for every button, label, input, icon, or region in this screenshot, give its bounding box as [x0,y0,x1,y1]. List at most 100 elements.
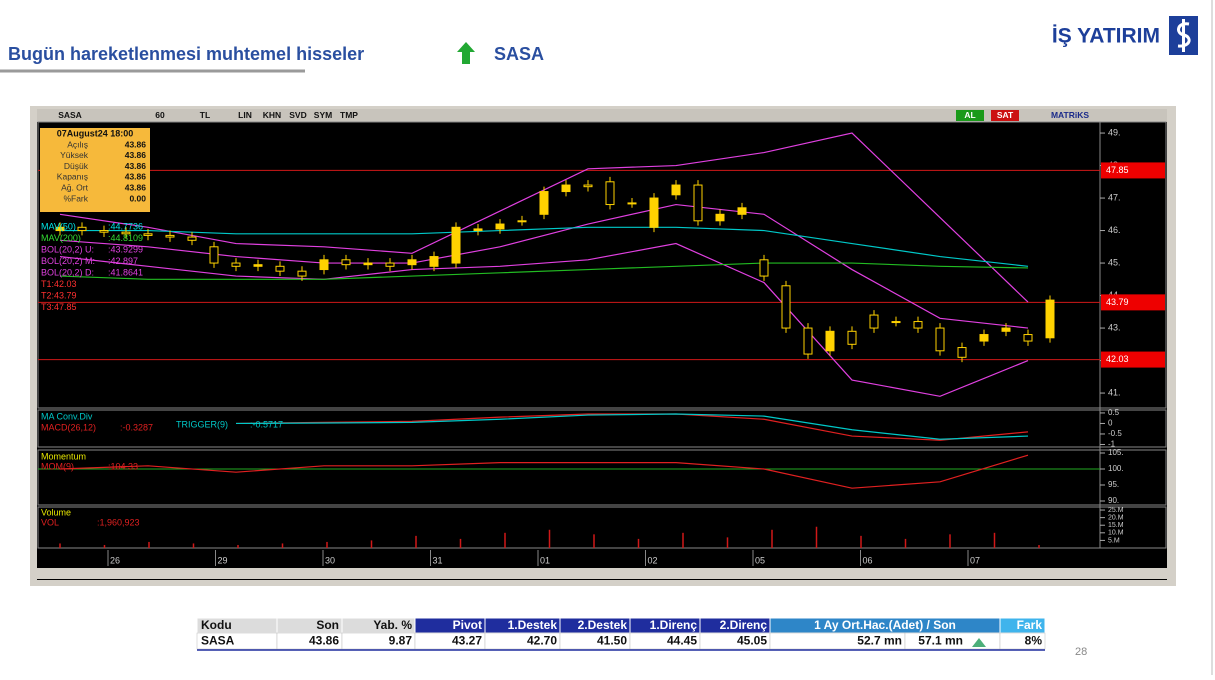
cell-text: 45.05 [737,634,767,648]
header-text: Yab. % [373,618,412,632]
candle-body [935,327,945,352]
candle-body [187,236,197,241]
info-value: 43.86 [125,161,147,171]
candle-body [759,259,769,277]
y-tick-label: -1 [1108,440,1116,449]
candle-body [121,231,131,235]
legend-label: BOL(20,2) M: [41,256,95,266]
y-tick-label: 45. [1108,257,1121,267]
level-label: 43.79 [1106,297,1129,307]
toolbar-button [956,110,984,121]
candle-body [803,327,813,355]
legend-value: :44.8109 [108,233,143,243]
toolbar-item: SASA [58,110,82,120]
y-tick-label: -0.5 [1108,429,1122,438]
y-tick-label: 0.5 [1108,408,1120,417]
level-label: 47.85 [1106,165,1129,175]
y-tick-label: 95. [1108,480,1119,489]
toolbar-item: SAT [997,110,1014,120]
candle-body [979,334,989,342]
candle-body [275,265,285,272]
candle-body [297,270,307,277]
legend-label: BOL(20,2) U: [41,244,94,254]
cell-text: 9.87 [389,634,413,648]
momentum-line [59,454,1029,489]
cell-text: 57.1 mn [918,634,963,648]
info-label: Ağ. Ort [61,182,89,192]
candle-body [319,259,329,271]
candle-body [1001,327,1011,332]
panel-label: VOL [41,517,59,527]
candle-body [627,202,637,205]
info-label: %Fark [63,193,88,203]
toolbar-item: TL [200,110,210,120]
logo-mark [1177,19,1191,52]
panel-value: :104.33 [108,461,138,471]
y-tick-label: 15.M [1108,522,1124,529]
ticker: SASA [494,44,544,64]
y-tick-label: 43. [1108,322,1121,332]
panel-title: MA Conv.Div [41,411,93,421]
header-text: Son [316,618,339,632]
toolbar-button [991,110,1019,121]
cell-text: 44.45 [667,634,697,648]
panel-label: TRIGGER(9) [176,419,228,429]
candle-body [891,321,901,324]
candle-body [957,347,967,358]
candle-body [869,314,879,329]
info-box [40,128,150,212]
level-box [1101,351,1165,368]
panel-label: MOM(9) [41,461,74,471]
candle-body [539,191,549,215]
date-label: 02 [648,555,658,565]
date-label: 26 [110,555,120,565]
info-label: Açılış [67,139,88,149]
toolbar-item: LIN [238,110,252,120]
toolbar [37,109,1167,122]
panel-value: :1,960,923 [97,517,140,527]
candle-body [1045,299,1055,339]
info-label: Kapanış [57,172,88,182]
trigger-line [235,413,1029,440]
cell-text: 42.70 [527,634,557,648]
panel-title: Momentum [41,451,86,461]
candle-body [693,184,703,222]
candle-body [495,223,505,230]
legend-label: MAV(50) [41,221,76,231]
candle-body [363,262,373,266]
level-box [1101,294,1165,311]
y-tick-label: 20.M [1108,514,1124,521]
legend-value: :42.897 [108,256,138,266]
y-tick-label: 49. [1108,127,1121,137]
legend-label: BOL(20,2) D: [41,267,94,277]
y-tick-label: 25.M [1108,507,1124,514]
cell-text: 43.27 [452,634,482,648]
indicator-line [59,203,1029,329]
info-label: Düşük [64,161,89,171]
candle-body [407,259,417,266]
date-label: 05 [755,555,765,565]
panel-frame [37,409,1167,448]
candle-body [1023,334,1033,342]
header-text: Kodu [201,618,232,632]
candle-body [231,262,241,267]
candle-body [649,197,659,228]
panel-value: :-0.3287 [120,422,153,432]
level-label: 42.03 [1106,354,1129,364]
candle-body [253,264,263,267]
toolbar-item: MATRiKS [1051,110,1089,120]
cell-text: 41.50 [597,634,627,648]
indicator-line [59,242,1029,397]
candle-body [737,207,747,215]
candle-body [55,226,65,232]
info-title: 07August24 18:00 [57,128,134,138]
brand: İŞ YATIRIM [1052,25,1160,48]
legend-label: T3:47.85 [41,302,77,312]
candle-body [671,184,681,196]
toolbar-item: AL [964,110,975,120]
header-text: 1 Ay Ort.Hac.(Adet) / Son [814,618,956,632]
candle-body [583,184,593,188]
candle-body [473,228,483,232]
date-label: 07 [970,555,980,565]
